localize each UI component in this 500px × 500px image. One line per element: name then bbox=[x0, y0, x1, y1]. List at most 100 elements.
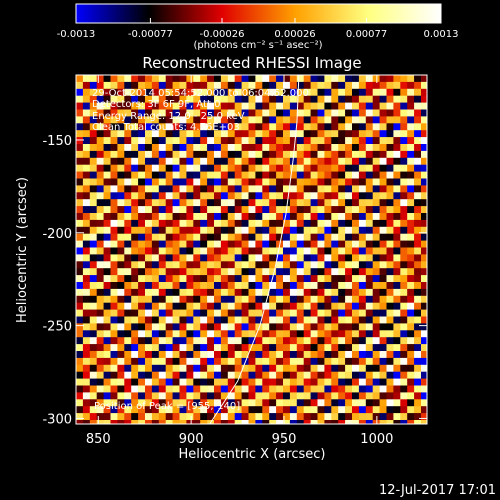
heatmap-cell bbox=[269, 171, 277, 179]
heatmap-cell bbox=[207, 385, 215, 393]
heatmap-cell bbox=[234, 88, 242, 96]
heatmap-cell bbox=[138, 261, 146, 269]
heatmap-cell bbox=[110, 261, 118, 269]
heatmap-cell bbox=[358, 185, 367, 193]
heatmap-cell bbox=[324, 109, 332, 117]
heatmap-cell bbox=[214, 206, 222, 214]
heatmap-cell bbox=[193, 413, 201, 421]
heatmap-cell bbox=[317, 413, 325, 421]
heatmap-cell bbox=[89, 413, 97, 421]
heatmap-cell bbox=[241, 247, 249, 255]
heatmap-cell bbox=[117, 323, 125, 331]
heatmap-cell bbox=[372, 130, 380, 138]
heatmap-cell bbox=[131, 192, 139, 200]
heatmap-cell bbox=[151, 164, 160, 172]
heatmap-cell bbox=[138, 392, 146, 400]
heatmap-cell bbox=[331, 399, 339, 407]
heatmap-cell bbox=[289, 254, 298, 262]
heatmap-cell bbox=[82, 364, 91, 372]
heatmap-cell bbox=[138, 213, 146, 221]
heatmap-cell bbox=[276, 420, 284, 424]
heatmap-cell bbox=[200, 123, 208, 131]
heatmap-cell bbox=[303, 399, 311, 407]
heatmap-cell bbox=[145, 192, 153, 200]
heatmap-cell bbox=[96, 75, 104, 83]
heatmap-cell bbox=[214, 130, 222, 138]
heatmap-cell bbox=[145, 344, 153, 352]
heatmap-cell bbox=[289, 109, 298, 117]
heatmap-cell bbox=[338, 130, 346, 138]
heatmap-cell bbox=[345, 288, 353, 297]
heatmap-cell bbox=[234, 178, 242, 186]
heatmap-cell bbox=[165, 337, 173, 345]
heatmap-cell bbox=[96, 295, 104, 303]
heatmap-cell bbox=[151, 233, 160, 241]
heatmap-cell bbox=[255, 385, 263, 393]
heatmap-cell bbox=[400, 240, 408, 248]
heatmap-cell bbox=[317, 206, 325, 214]
heatmap-cell bbox=[283, 295, 291, 303]
heatmap-cell bbox=[255, 137, 263, 145]
heatmap-cell bbox=[400, 316, 408, 324]
heatmap-cell bbox=[262, 226, 270, 234]
heatmap-cell bbox=[386, 302, 394, 310]
heatmap-cell bbox=[89, 116, 97, 124]
heatmap-cell bbox=[76, 240, 84, 248]
heatmap-cell bbox=[262, 344, 270, 352]
heatmap-cell bbox=[421, 392, 427, 400]
heatmap-cell bbox=[131, 254, 139, 262]
heatmap-cell bbox=[200, 226, 208, 234]
heatmap-cell bbox=[96, 150, 104, 159]
heatmap-cell bbox=[310, 378, 318, 386]
heatmap-cell bbox=[345, 247, 353, 255]
heatmap-cell bbox=[372, 192, 380, 200]
heatmap-cell bbox=[131, 171, 139, 179]
heatmap-cell bbox=[386, 137, 394, 145]
heatmap-cell bbox=[296, 116, 304, 124]
heatmap-cell bbox=[262, 75, 270, 83]
heatmap-cell bbox=[358, 102, 367, 110]
heatmap-cell bbox=[227, 123, 235, 131]
heatmap-cell bbox=[269, 330, 277, 338]
heatmap-cell bbox=[414, 364, 422, 372]
heatmap-cell bbox=[317, 164, 325, 172]
heatmap-cell bbox=[379, 102, 387, 110]
heatmap-cell bbox=[331, 171, 339, 179]
heatmap-cell bbox=[345, 206, 353, 214]
heatmap-cell bbox=[131, 364, 139, 372]
heatmap-cell bbox=[241, 309, 249, 317]
heatmap-cell bbox=[365, 88, 373, 96]
heatmap-cell bbox=[200, 337, 208, 345]
heatmap-cell bbox=[365, 288, 373, 297]
heatmap-cell bbox=[358, 364, 367, 372]
heatmap-cell bbox=[220, 123, 229, 131]
heatmap-cell bbox=[338, 406, 346, 414]
heatmap-cell bbox=[400, 192, 408, 200]
heatmap-cell bbox=[276, 199, 284, 207]
heatmap-cell bbox=[131, 357, 139, 366]
heatmap-cell bbox=[158, 406, 166, 414]
heatmap-cell bbox=[331, 213, 339, 221]
heatmap-cell bbox=[207, 392, 215, 400]
heatmap-cell bbox=[386, 226, 394, 234]
heatmap-cell bbox=[165, 309, 173, 317]
heatmap-cell bbox=[379, 247, 387, 255]
heatmap-cell bbox=[352, 178, 360, 186]
heatmap-cell bbox=[103, 144, 111, 152]
heatmap-cell bbox=[82, 268, 91, 276]
heatmap-cell bbox=[393, 413, 401, 421]
heatmap-cell bbox=[317, 302, 325, 310]
heatmap-cell bbox=[365, 295, 373, 303]
heatmap-cell bbox=[220, 144, 229, 152]
heatmap-cell bbox=[82, 178, 91, 186]
heatmap-cell bbox=[186, 288, 194, 297]
heatmap-cell bbox=[82, 371, 91, 379]
heatmap-cell bbox=[158, 282, 166, 290]
heatmap-cell bbox=[151, 226, 160, 234]
heatmap-cell bbox=[151, 420, 160, 424]
heatmap-cell bbox=[276, 261, 284, 269]
heatmap-cell bbox=[103, 247, 111, 255]
heatmap-cell bbox=[262, 288, 270, 297]
heatmap-cell bbox=[241, 164, 249, 172]
heatmap-cell bbox=[248, 219, 256, 228]
